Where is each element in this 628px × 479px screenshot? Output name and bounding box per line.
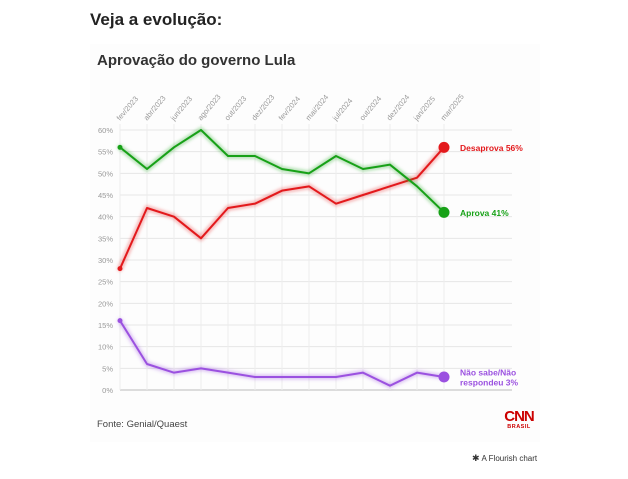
series-end-point[interactable] [438,141,450,153]
x-tick-label: dez/2023 [250,93,277,122]
logo-word: CNN [504,408,535,425]
series-end-label: Aprova 41% [460,208,509,218]
x-tick-label: jul/2024 [330,96,354,123]
series-start-point [117,266,123,272]
end-labels: Desaprova 56% Aprova 41% Não sabe/Nãorespo… [460,143,523,388]
series-end-point[interactable] [438,206,450,218]
y-tick-label: 10% [98,343,113,352]
x-tick-label: fev/2024 [277,94,302,122]
y-tick-label: 25% [98,278,113,287]
y-tick-label: 15% [98,321,113,330]
x-tick-label: jun/2023 [168,94,194,123]
y-tick-label: 5% [102,364,113,373]
x-tick-label: abr/2023 [142,94,168,122]
y-tick-label: 0% [102,386,113,395]
x-tick-label: out/2024 [358,94,384,122]
series-end-point[interactable] [438,371,450,383]
series-line-aprova [119,129,445,214]
series-line-desaprova [119,146,445,270]
series-end-label: Desaprova 56% [460,143,523,153]
cnn-brasil-logo: CNN BRASIL [502,408,536,434]
flourish-credit-label: A Flourish chart [481,454,538,463]
page-heading: Veja a evolução: [90,10,223,29]
x-tick-label: dez/2024 [385,93,412,122]
grid-lines [119,124,512,391]
y-tick-label: 20% [98,299,113,308]
logo-sub: BRASIL [507,424,531,430]
x-tick-label: jan/2025 [411,94,437,123]
y-tick-label: 30% [98,256,113,265]
series-end-label: Não sabe/Não [460,368,516,378]
series-start-point [117,144,123,150]
series-end-label: respondeu 3% [460,378,519,388]
series-start-point [117,318,123,324]
x-tick-label: mai/2024 [304,93,331,122]
y-tick-label: 35% [98,234,113,243]
flourish-credit[interactable]: ✱ A Flourish chart [472,453,537,464]
y-tick-label: 45% [98,191,113,200]
y-tick-label: 40% [98,213,113,222]
y-tick-label: 55% [98,148,113,157]
y-tick-label: 60% [98,126,113,135]
x-tick-label: ago/2023 [196,93,223,123]
x-tick-label: out/2023 [223,94,249,122]
series-lines [117,127,450,389]
x-tick-label: mar/2025 [439,92,466,122]
x-tick-label: fev/2023 [115,94,140,122]
y-tick-label: 50% [98,169,113,178]
source-note: Fonte: Genial/Quaest [97,419,188,430]
series-line-n-o-sabe-n-o-respondeu [119,319,445,387]
asterisk-icon: ✱ [472,453,480,463]
chart-title: Aprovação do governo Lula [97,52,296,69]
